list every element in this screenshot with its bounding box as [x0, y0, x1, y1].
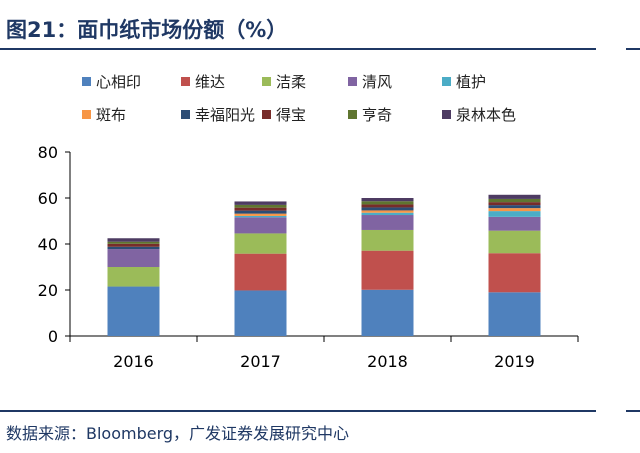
bar-segment: [361, 229, 414, 251]
bar-segment: [488, 205, 541, 209]
bar-segment: [361, 212, 414, 216]
legend-label: 泉林本色: [456, 106, 516, 124]
legend-swatch: [82, 77, 91, 86]
bar-segment: [234, 233, 287, 254]
bar-segment: [361, 210, 414, 213]
bar-segment: [234, 207, 287, 211]
legend-label: 洁柔: [276, 73, 306, 91]
bar-segment: [488, 292, 541, 336]
bar-segment: [361, 207, 414, 211]
top-rule: [0, 48, 596, 50]
chart-title: 图21：面巾纸市场份额（%）: [6, 18, 288, 42]
x-tick-label: 2016: [113, 352, 154, 371]
bar-segment: [107, 249, 160, 267]
bar-segment: [107, 241, 160, 244]
bar-segment: [488, 216, 541, 231]
bar-segment: [361, 201, 414, 205]
bar-segment: [361, 289, 414, 336]
bar-segment: [361, 250, 414, 290]
bar-segment: [107, 267, 160, 287]
legend-swatch: [442, 110, 451, 119]
bar-segment: [234, 213, 287, 216]
bar-segment: [234, 290, 287, 336]
legend-label: 得宝: [276, 106, 306, 124]
bar-segment: [488, 211, 541, 217]
legend-label: 斑布: [96, 106, 126, 124]
legend-swatch: [442, 77, 451, 86]
bar-segment: [234, 204, 287, 208]
bar-segment: [107, 246, 160, 250]
bar-segment: [488, 230, 541, 254]
bar-segment: [107, 286, 160, 336]
bar-segment: [234, 215, 287, 218]
bar-segment: [234, 217, 287, 234]
y-tick-label: 0: [48, 327, 58, 346]
x-tick-label: 2017: [240, 352, 281, 371]
bar-segment: [488, 253, 541, 293]
top-rule-stub: [626, 48, 640, 50]
legend-swatch: [348, 77, 357, 86]
y-tick-label: 60: [38, 189, 58, 208]
legend-swatch: [262, 77, 271, 86]
bar-segment: [234, 201, 287, 205]
bottom-rule: [0, 410, 596, 412]
x-tick-label: 2019: [494, 352, 535, 371]
bar-segment: [488, 194, 541, 199]
legend-swatch: [262, 110, 271, 119]
bottom-rule-stub: [626, 410, 640, 412]
legend-label: 心相印: [96, 73, 141, 91]
bar-segment: [107, 243, 160, 247]
legend-swatch: [82, 110, 91, 119]
bar-segment: [361, 198, 414, 202]
bar-segment: [488, 208, 541, 212]
y-tick-label: 40: [38, 235, 58, 254]
legend-swatch: [181, 110, 190, 119]
bar-segment: [361, 204, 414, 208]
bar-segment: [488, 202, 541, 206]
y-tick-label: 80: [38, 143, 58, 162]
legend-swatch: [181, 77, 190, 86]
source-note: 数据来源：Bloomberg，广发证券发展研究中心: [6, 424, 350, 443]
legend-swatch: [348, 110, 357, 119]
bar-segment: [107, 238, 160, 242]
bar-segment: [234, 210, 287, 214]
bar-segment: [361, 215, 414, 230]
legend-label: 清风: [362, 73, 392, 91]
x-tick-label: 2018: [367, 352, 408, 371]
legend-label: 幸福阳光: [195, 106, 255, 124]
legend-label: 亨奇: [362, 106, 392, 124]
legend-label: 维达: [195, 73, 225, 91]
bar-segment: [234, 253, 287, 291]
legend-label: 植护: [456, 73, 486, 91]
bar-segment: [488, 198, 541, 203]
y-tick-label: 20: [38, 281, 58, 300]
